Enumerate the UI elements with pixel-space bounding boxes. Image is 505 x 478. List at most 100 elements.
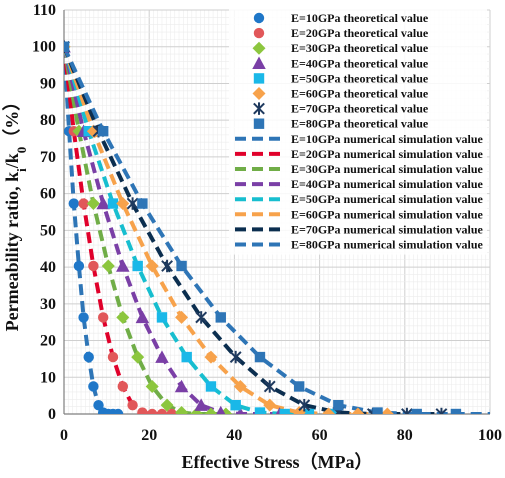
y-tick-label: 60: [40, 186, 56, 203]
data-point: [175, 310, 189, 324]
legend-label: E=60GPa numerical simulation value: [291, 207, 484, 221]
y-tick-label: 30: [40, 296, 56, 313]
legend-label: E=10GPa numerical simulation value: [291, 132, 484, 146]
data-point: [126, 197, 139, 210]
legend-item: E=60GPa numerical simulation value: [235, 207, 484, 221]
data-point: [204, 407, 218, 414]
x-tick-label: 100: [478, 427, 502, 444]
legend-item: E=40GPa theoretical value: [252, 56, 429, 70]
data-point: [156, 312, 168, 323]
data-point: [333, 399, 344, 411]
x-tick-label: 80: [397, 427, 413, 444]
data-point: [107, 198, 119, 209]
data-point: [116, 197, 130, 211]
data-point: [97, 126, 109, 137]
data-point: [112, 408, 124, 414]
legend-label: E=50GPa numerical simulation value: [291, 192, 484, 206]
legend-item: E=60GPa theoretical value: [252, 87, 429, 101]
data-point: [372, 407, 383, 414]
legend-marker: [252, 56, 266, 70]
legend-item: E=20GPa theoretical value: [253, 26, 429, 40]
data-point: [117, 381, 128, 392]
data-point: [176, 260, 187, 272]
data-point: [401, 407, 413, 414]
data-point: [116, 310, 130, 324]
legend-item: E=40GPa numerical simulation value: [235, 177, 484, 191]
data-point: [293, 381, 305, 392]
data-point: [298, 398, 311, 412]
numerical-series-line-7: [64, 45, 442, 414]
x-tick-label: 60: [312, 427, 328, 444]
data-point: [229, 350, 242, 364]
data-point: [328, 408, 339, 414]
legend-item: E=50GPa theoretical value: [253, 71, 429, 85]
legend-marker: [252, 87, 266, 100]
legend-marker: [252, 41, 266, 55]
data-point: [145, 379, 159, 393]
data-point: [322, 407, 336, 414]
data-point: [204, 350, 218, 364]
data-point: [155, 350, 169, 363]
series-layer: [64, 39, 490, 414]
legend-label: E=30GPa numerical simulation value: [291, 162, 484, 176]
theoretical-series-8: [64, 41, 490, 414]
data-point: [303, 408, 315, 414]
data-point: [88, 260, 99, 272]
data-point: [145, 259, 159, 273]
legend-label: E=40GPa numerical simulation value: [291, 177, 484, 191]
data-point: [263, 398, 277, 412]
y-tick-label: 80: [40, 112, 56, 129]
y-tick-label: 100: [32, 39, 56, 56]
data-point: [78, 312, 89, 323]
data-point: [160, 398, 174, 412]
data-point: [83, 351, 94, 363]
data-point: [68, 198, 79, 209]
legend-label: E=60GPa theoretical value: [291, 87, 429, 101]
data-point: [380, 407, 394, 414]
data-point: [230, 399, 241, 411]
data-point: [127, 399, 138, 411]
legend-label: E=70GPa numerical simulation value: [291, 222, 484, 236]
data-point: [254, 351, 266, 363]
legend-item: E=20GPa numerical simulation value: [235, 147, 484, 161]
legend-label: E=50GPa theoretical value: [291, 71, 429, 85]
y-axis-title: Permeability ratio, ki/k0（%）: [2, 93, 29, 332]
data-point: [236, 407, 245, 414]
legend-marker: [253, 118, 265, 129]
numerical-series-line-1: [64, 46, 119, 414]
legend-label: E=10GPa theoretical value: [291, 11, 429, 25]
y-tick-label: 50: [40, 222, 56, 239]
numerical-series-line-6: [64, 46, 388, 414]
legend-label: E=80GPa theoretical value: [291, 117, 429, 131]
data-point: [137, 198, 148, 209]
data-point: [194, 398, 208, 411]
data-point: [450, 408, 462, 414]
data-point: [215, 312, 226, 323]
data-point: [233, 379, 247, 393]
numerical-series-line-2: [64, 46, 172, 414]
data-point: [116, 259, 130, 272]
y-tick-label: 40: [40, 259, 56, 276]
legend-item: E=80GPa theoretical value: [253, 117, 429, 131]
data-point: [195, 311, 208, 324]
y-tick-label: 20: [40, 333, 56, 350]
legend-label: E=20GPa numerical simulation value: [291, 147, 484, 161]
legend-item: E=10GPa numerical simulation value: [235, 132, 484, 146]
data-point: [205, 381, 217, 392]
data-point: [137, 407, 148, 414]
data-point: [86, 197, 100, 211]
numerical-series-line-8: [64, 45, 490, 414]
data-point: [166, 408, 177, 414]
data-point: [131, 350, 145, 364]
data-point: [96, 196, 110, 210]
legend-label: E=70GPa theoretical value: [291, 102, 429, 116]
data-point: [101, 259, 115, 273]
data-point: [161, 259, 173, 273]
data-point: [132, 260, 143, 272]
x-tick-label: 20: [141, 427, 157, 444]
legend-label: E=30GPa theoretical value: [291, 41, 429, 55]
data-point: [78, 198, 89, 209]
legend-item: E=50GPa numerical simulation value: [235, 192, 484, 206]
